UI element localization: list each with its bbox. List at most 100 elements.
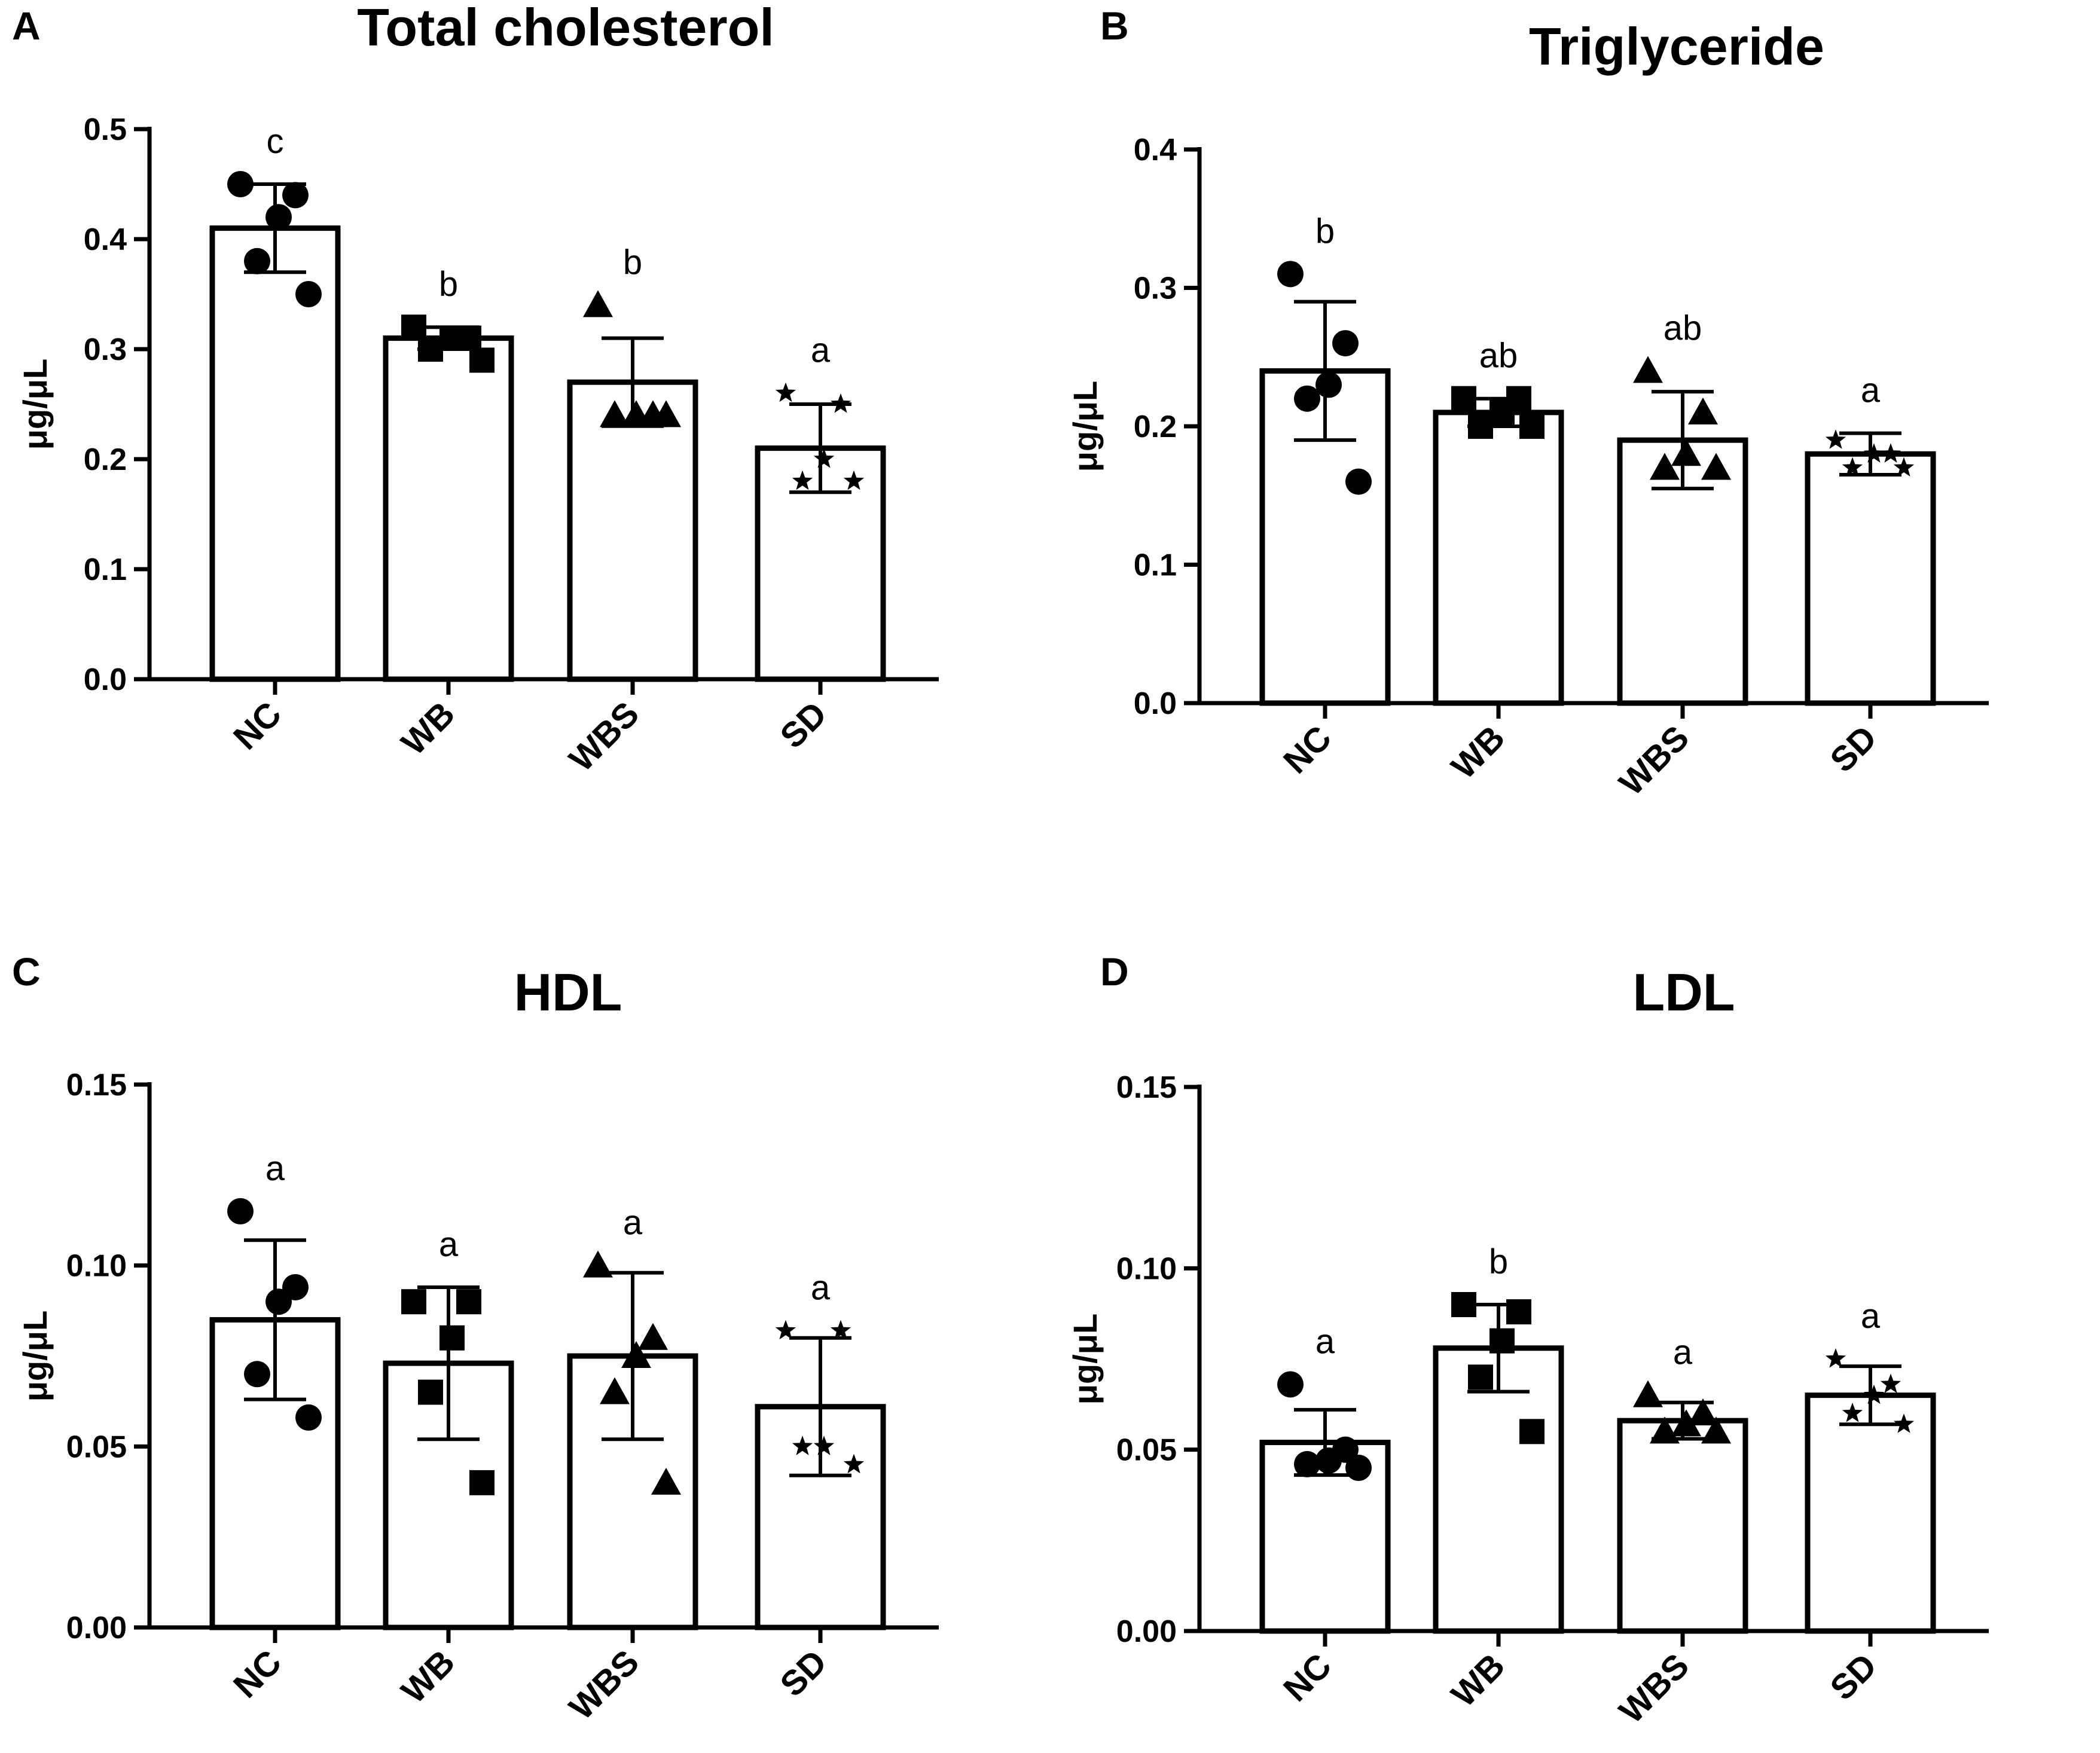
panel-a-data-point-star — [843, 470, 865, 490]
panel-c-x-tick-label: SD — [773, 1642, 834, 1704]
panel-c-label: C — [12, 949, 41, 994]
panel-d-x-tick-label: NC — [1276, 1646, 1339, 1709]
panel-b-data-point-circle — [1345, 468, 1372, 495]
panel-d-data-point-square — [1519, 1419, 1545, 1444]
panel-b-group-sd: a SD — [1805, 371, 1936, 780]
panel-d-data-point-star — [1880, 1373, 1901, 1393]
panel-b-x-tick-label: WBS — [1612, 718, 1697, 803]
panel-d-group-wb: b WB — [1433, 1242, 1564, 1715]
panel-a-label: A — [12, 4, 41, 48]
panel-a-title: Total cholesterol — [357, 0, 774, 57]
panel-a-data-point-square — [439, 325, 465, 351]
panel-b-chart: B Triglyceride μg/μL 0.0 0.1 0.2 0.3 0.4 b NC ab WB… — [1066, 4, 1989, 803]
panel-c-data-point-square — [469, 1470, 495, 1495]
panel-c-data-point-square — [418, 1379, 443, 1405]
panel-c-data-point-triangle — [651, 1467, 681, 1495]
panel-b-significance-nc: b — [1315, 212, 1335, 251]
panel-c-data-point-triangle — [600, 1377, 630, 1404]
panel-b-data-point-square — [1468, 414, 1493, 439]
panel-b-data-point-triangle — [1688, 397, 1718, 424]
panel-d-data-point-circle — [1315, 1447, 1342, 1474]
panel-c-group-nc: a NC — [209, 1149, 341, 1705]
panel-b-data-point-star — [1825, 429, 1846, 449]
panel-d-group-wbs: a WBS — [1612, 1333, 1748, 1731]
panel-a-y-tick-label: 0.1 — [84, 552, 127, 587]
panel-d-data-point-square — [1451, 1292, 1476, 1317]
panel-b-group-nc: b NC — [1259, 212, 1391, 781]
panel-d-x-tick-label: WBS — [1612, 1646, 1697, 1731]
panel-c-data-point-triangle — [638, 1323, 668, 1350]
panel-d-group-nc: a NC — [1259, 1322, 1391, 1709]
panel-a-significance-wbs: b — [623, 243, 642, 282]
panel-a-data-point-triangle — [621, 400, 651, 427]
panel-d-x-tick-label: WB — [1444, 1646, 1512, 1714]
panel-d-data-point-star — [1863, 1384, 1885, 1404]
panel-c-group-sd: a SD — [755, 1269, 886, 1704]
panel-a-x-tick-label: WBS — [562, 694, 647, 779]
panel-d-data-point-square — [1489, 1328, 1515, 1354]
panel-a-data-point-circle — [227, 171, 254, 197]
panel-c-x-tick-label: WBS — [562, 1642, 647, 1727]
panel-c-data-point-circle — [265, 1288, 292, 1315]
panel-a-data-point-square — [418, 337, 443, 362]
panel-c-data-point-star — [813, 1436, 835, 1455]
panel-c-significance-nc: a — [265, 1149, 285, 1188]
panel-a-data-point-triangle — [600, 400, 630, 427]
panel-b-y-tick-label: 0.1 — [1134, 548, 1177, 583]
panel-a-group-sd: a SD — [755, 331, 886, 756]
panel-c-significance-wb: a — [439, 1225, 459, 1264]
panel-a-y-tick-label: 0.3 — [84, 332, 127, 367]
panel-b-data-point-circle — [1315, 371, 1342, 398]
panel-b-significance-sd: a — [1861, 371, 1881, 410]
panel-d-significance-wbs: a — [1673, 1333, 1693, 1372]
panel-b-label: B — [1100, 4, 1129, 48]
panel-c-chart: C HDL μg/μL 0.00 0.05 0.10 0.15 a NC a WB a WBS a SD — [12, 949, 939, 1727]
panel-d-bar-sd — [1805, 1392, 1936, 1634]
panel-a-x-tick-label: WB — [394, 694, 462, 762]
panel-d-significance-sd: a — [1861, 1297, 1881, 1336]
panel-d-data-point-circle — [1294, 1450, 1320, 1477]
panel-d-data-point-circle — [1345, 1455, 1372, 1481]
panel-c-data-point-star — [830, 1320, 851, 1340]
panel-c-data-point-triangle — [621, 1341, 651, 1368]
panel-a-group-nc: c NC — [209, 122, 341, 757]
panel-b-data-point-square — [1451, 386, 1476, 411]
panel-c-significance-wbs: a — [623, 1204, 643, 1242]
panel-a-data-point-star — [830, 393, 851, 413]
panel-b-y-tick-label: 0.2 — [1134, 410, 1177, 444]
panel-a-y-tick-label: 0.4 — [84, 222, 127, 257]
panel-b-data-point-square — [1519, 414, 1545, 439]
panel-d-x-tick-label: SD — [1823, 1646, 1884, 1708]
panel-b-data-point-star — [1842, 457, 1863, 477]
panel-a-data-point-triangle — [583, 290, 613, 317]
panel-d-data-point-triangle — [1688, 1398, 1718, 1425]
panel-a-chart: A Total cholesterol μg/μL 0.0 0.1 0.2 0.3 0.4 0.… — [12, 0, 939, 779]
panel-b-data-point-square — [1489, 399, 1515, 425]
panel-c-data-point-star — [843, 1453, 865, 1474]
panel-d-y-tick-label: 0.00 — [1116, 1614, 1177, 1649]
panel-a-y-axis-label: μg/μL — [16, 359, 54, 450]
panel-b-data-point-star — [1880, 443, 1901, 463]
panel-c-y-axis-label: μg/μL — [16, 1311, 54, 1402]
panel-d-significance-wb: b — [1489, 1242, 1508, 1281]
panel-d-data-point-triangle — [1633, 1380, 1663, 1407]
panel-c-data-point-square — [439, 1325, 465, 1351]
panel-d-data-point-triangle — [1701, 1416, 1731, 1444]
panel-d-bar-wbs — [1617, 1418, 1748, 1634]
panel-a-data-point-star — [813, 448, 835, 468]
panel-d-title: LDL — [1632, 963, 1735, 1022]
panel-d-data-point-star — [1893, 1413, 1915, 1433]
panel-b-bar-sd — [1805, 451, 1936, 706]
panel-d-y-tick-label: 0.15 — [1116, 1070, 1177, 1105]
panel-c-data-point-circle — [244, 1361, 270, 1388]
panel-b-data-point-circle — [1277, 261, 1304, 288]
panel-c-group-wbs: a WBS — [562, 1204, 698, 1727]
panel-a-data-point-square — [401, 314, 426, 340]
panel-c-data-point-triangle — [583, 1250, 613, 1278]
panel-b-significance-wbs: ab — [1663, 309, 1702, 347]
panel-a-y-tick-label: 0.2 — [84, 442, 127, 477]
panel-b-data-point-triangle — [1701, 453, 1731, 480]
panel-c-title: HDL — [514, 963, 622, 1022]
panel-d-data-point-star — [1842, 1403, 1863, 1422]
panel-c-y-tick-label: 0.15 — [66, 1068, 127, 1103]
